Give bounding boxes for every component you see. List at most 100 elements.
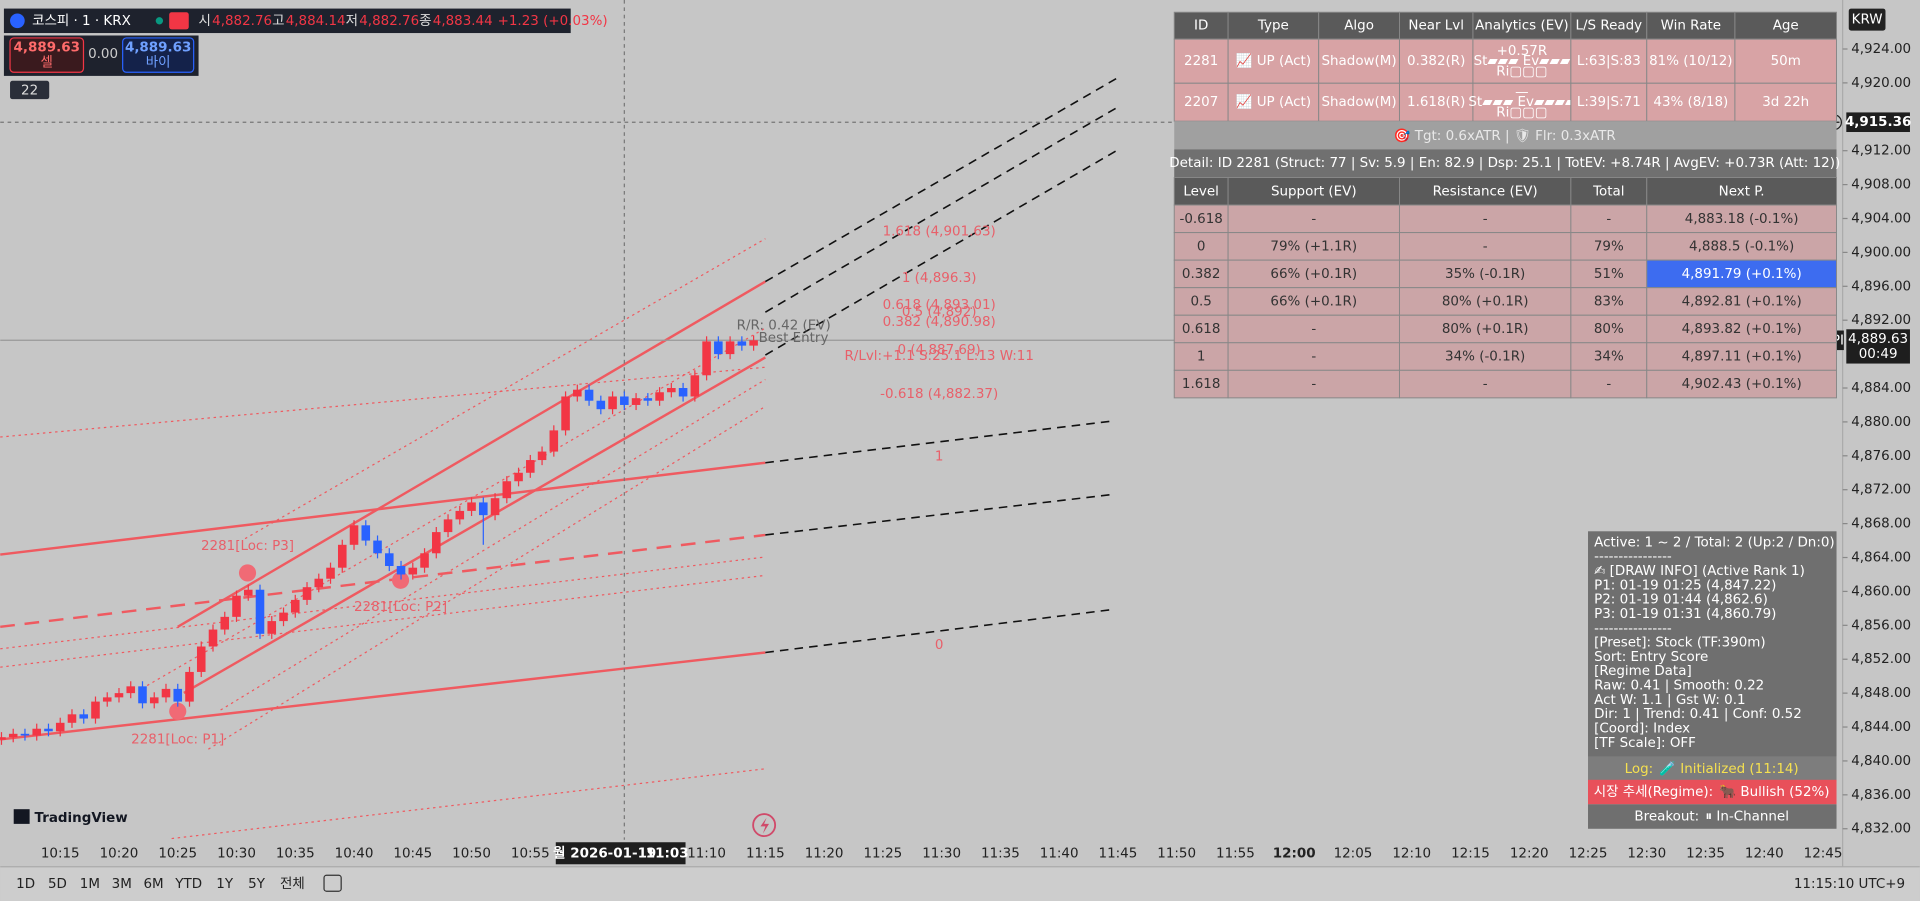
lightning-icon xyxy=(760,817,770,834)
level-cell-text: -0.618 xyxy=(1179,212,1222,227)
crosshair-time-box xyxy=(555,842,686,865)
level-cell-text: 35% (-0.1R) xyxy=(1445,267,1525,282)
info-line: [Regime Data] xyxy=(1594,664,1692,679)
table-cell-text: L:63|S:83 xyxy=(1577,54,1641,69)
candle-body xyxy=(667,388,676,393)
info-line: Dir: 1 | Trend: 0.41 | Conf: 0.52 xyxy=(1594,707,1802,722)
ohlc-label: 고 xyxy=(272,14,284,29)
candle-body xyxy=(114,693,124,698)
x-tick-label: 10:40 xyxy=(335,846,374,861)
bottom-toolbar xyxy=(0,866,1920,901)
info-line: [Preset]: Stock (TF:390m) xyxy=(1594,636,1766,651)
table-cell xyxy=(1734,82,1838,122)
info-line: P1: 01-19 01:25 (4,847.22) xyxy=(1594,578,1776,593)
x-tick-label: 12:00 xyxy=(1273,846,1316,861)
buy-price: 4,889.63 xyxy=(125,41,191,56)
x-tick-label: 12:35 xyxy=(1686,846,1725,861)
table-cell xyxy=(1472,82,1572,122)
range-button[interactable]: 5Y xyxy=(248,877,266,892)
ohlc-value: 4,884.14 xyxy=(286,14,346,29)
level-cell xyxy=(1227,369,1400,399)
level-header-cell xyxy=(1570,177,1648,206)
level-cell xyxy=(1398,232,1572,261)
y-tick-label: 4,904.00 xyxy=(1851,211,1911,226)
table-cell xyxy=(1173,82,1229,122)
candle-body xyxy=(502,481,512,499)
range-button[interactable]: 1D xyxy=(16,877,35,892)
overlay-label: 2281[Loc: P1] xyxy=(131,732,224,747)
projection-line xyxy=(764,107,1118,313)
candle-body xyxy=(196,646,206,672)
table-header-cell xyxy=(1734,11,1838,40)
candle-body xyxy=(385,553,394,566)
range-button[interactable]: 3M xyxy=(112,877,132,892)
crosshair-date: 월 2026-01-19 xyxy=(553,844,656,861)
candle-body xyxy=(443,519,453,533)
table-cell xyxy=(1318,38,1400,84)
sell-button[interactable] xyxy=(9,37,85,73)
info-line: ---------------- xyxy=(1594,550,1672,565)
candle-body xyxy=(702,341,711,376)
candle-body xyxy=(714,341,723,355)
x-tick-label: 10:30 xyxy=(217,846,256,861)
projection-line xyxy=(764,149,1118,356)
sell-label: 셀 xyxy=(41,54,53,70)
x-tick-label: 10:35 xyxy=(276,846,315,861)
ohlc-label: 저 xyxy=(346,13,358,29)
info-line: ✍ [DRAW INFO] (Active Rank 1) xyxy=(1594,564,1805,579)
level-header: Resistance (EV) xyxy=(1433,184,1538,199)
range-button[interactable]: 5D xyxy=(48,877,67,892)
crosshair-price: 4,915.36 xyxy=(1845,115,1911,130)
regime-label: 시장 추세(Regime): xyxy=(1594,784,1714,800)
y-tick-label: 4,836.00 xyxy=(1851,788,1911,803)
level-cell-text: 51% xyxy=(1594,267,1624,282)
lightning-button[interactable] xyxy=(752,813,777,838)
x-tick-label: 12:05 xyxy=(1334,846,1373,861)
table-cell-text: 1.618(R) xyxy=(1407,95,1465,110)
candle-body xyxy=(279,612,288,622)
level-cell xyxy=(1398,259,1572,289)
level-cell-text: - xyxy=(1483,377,1488,392)
ohlc-value: 4,882.76 xyxy=(212,14,272,29)
candle-body xyxy=(643,398,653,401)
x-tick-label: 12:25 xyxy=(1569,846,1608,861)
range-button[interactable]: 전체 xyxy=(280,876,305,892)
level-cell-text: 4,902.43 (+0.1%) xyxy=(1682,377,1802,392)
level-cell xyxy=(1227,204,1400,234)
level-cell xyxy=(1227,259,1400,289)
table-cell-text: Shadow(M) xyxy=(1321,95,1396,110)
candle-body xyxy=(220,616,230,630)
range-button[interactable]: 1M xyxy=(80,877,100,892)
candle-body xyxy=(467,502,476,511)
range-button[interactable]: 1Y xyxy=(216,877,234,892)
x-tick-label: 11:15 xyxy=(746,846,785,861)
buy-button[interactable] xyxy=(122,37,195,73)
level-cell-text: 79% xyxy=(1594,239,1624,254)
range-button[interactable]: 6M xyxy=(143,877,163,892)
candle-body xyxy=(561,396,570,431)
range-button[interactable]: YTD xyxy=(174,877,202,892)
table-header: L/S Ready xyxy=(1576,19,1643,34)
last-price-box xyxy=(1846,329,1910,364)
y-tick-label: 4,876.00 xyxy=(1851,449,1911,464)
ohlc-value: 4,883.44 xyxy=(433,14,493,29)
ohlc-label: 시 xyxy=(199,14,211,29)
candle-body xyxy=(361,525,371,541)
level-cell-text: 80% xyxy=(1594,322,1624,337)
level-cell-text: 80% (+0.1R) xyxy=(1442,294,1529,309)
indicator-toggle[interactable] xyxy=(10,80,50,100)
candle-body xyxy=(479,502,488,516)
table-cell xyxy=(1318,82,1400,122)
candle-body xyxy=(79,714,89,719)
level-cell-text: 4,897.11 (+0.1%) xyxy=(1682,350,1802,365)
info-box xyxy=(1588,531,1837,757)
compare-icon[interactable] xyxy=(323,874,342,892)
overlay-label: 0.618 (4,893.01) xyxy=(883,298,996,313)
ohlc-label: 종 xyxy=(419,14,431,29)
x-tick-label: 11:45 xyxy=(1099,846,1138,861)
overlay-label: 0 (4,887.69) xyxy=(898,343,981,358)
table-cell-text: 50m xyxy=(1771,54,1801,69)
info-line: [Coord]: Index xyxy=(1594,722,1690,737)
last-price-label: 4,889.63 xyxy=(1848,332,1908,347)
level-cell xyxy=(1646,314,1838,344)
